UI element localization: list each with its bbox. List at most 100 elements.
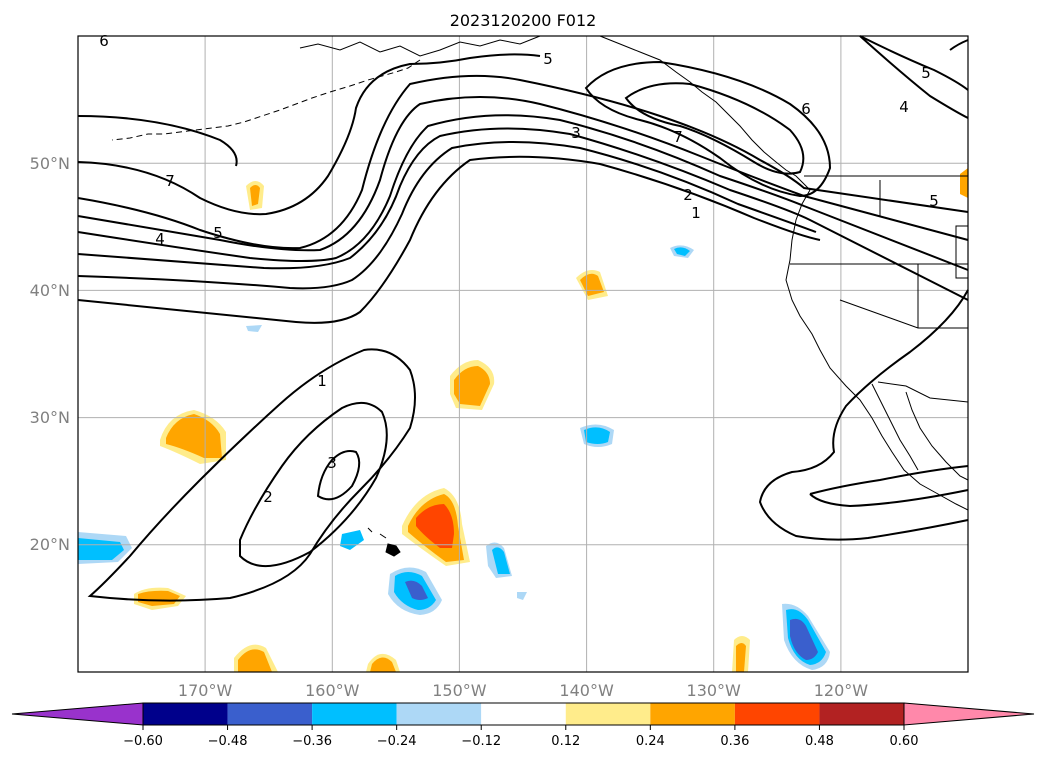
contour-line — [624, 82, 805, 175]
colorbar-cell — [143, 703, 228, 725]
positive-anomaly-blob — [416, 504, 454, 548]
colorbar-tick-label: −0.12 — [461, 734, 501, 749]
colorbar-cell — [312, 703, 397, 725]
colorbar-tick-label: 0.36 — [720, 734, 749, 749]
figure-title: 2023120200 F012 — [450, 11, 597, 30]
colorbar-cell — [227, 703, 313, 725]
latitude-label: 50°N — [30, 154, 70, 173]
map-frame — [77, 35, 969, 673]
negative-anomaly-blob — [78, 538, 124, 560]
contours — [77, 35, 969, 602]
map-background — [78, 36, 968, 672]
positive-anomaly-blob — [454, 366, 490, 406]
negative-anomaly-blob — [790, 618, 818, 660]
contour-label: 5 — [921, 64, 931, 82]
colorbar-ticks — [142, 725, 905, 730]
map-panel: 6 5 6 7 3 2 1 4 5 5 7 4 5 1 2 3 — [77, 32, 969, 673]
contour-line — [77, 155, 821, 324]
contour-line — [316, 450, 361, 501]
contour-label: 2 — [263, 488, 273, 506]
longitude-label: 140°W — [559, 681, 614, 700]
gulf-california — [905, 391, 969, 481]
contour-label: 2 — [683, 186, 693, 204]
contour-line — [859, 35, 969, 119]
colorbar-cell — [650, 703, 735, 725]
longitude-label: 170°W — [178, 681, 233, 700]
colorbar-tick-label: 0.60 — [890, 734, 919, 749]
positive-anomaly-blob — [370, 657, 396, 672]
positive-anomaly-blob — [250, 185, 260, 206]
contour-line — [77, 114, 969, 271]
latitude-label: 40°N — [30, 281, 70, 300]
contour-label: 1 — [691, 204, 701, 222]
contour-label: 6 — [801, 100, 811, 118]
contour-line — [758, 289, 969, 541]
colorbar-extend-high — [903, 702, 1035, 726]
negative-anomaly-blob — [492, 547, 510, 574]
contour-line — [77, 74, 969, 250]
contour-line — [809, 465, 969, 508]
colorbar-cell — [481, 703, 566, 725]
state-border — [790, 180, 968, 329]
colorbar-cell — [819, 703, 904, 725]
colorbar-tick-label: −0.60 — [123, 734, 163, 749]
contour-line — [77, 115, 238, 167]
positive-anomaly-blob — [238, 649, 272, 672]
longitude-labels: 170°W 160°W 150°W 140°W 130°W 120°W — [178, 681, 868, 700]
contour-label: 6 — [99, 32, 109, 50]
alaska-coastline — [299, 35, 541, 57]
colorbar-tick-label: −0.36 — [292, 734, 332, 749]
us-mexico-border — [877, 381, 969, 403]
negative-anomaly-blob — [584, 427, 610, 444]
colorbar-tick-label: −0.24 — [377, 734, 417, 749]
negative-anomaly-blob — [517, 592, 527, 600]
contour-line — [584, 60, 832, 198]
colorbar-cell — [734, 703, 820, 725]
contour-line — [87, 348, 416, 602]
colorbar-cell — [565, 703, 651, 725]
contour-label: 4 — [155, 230, 165, 248]
longitude-label: 130°W — [687, 681, 742, 700]
contour-label: 5 — [929, 192, 939, 210]
contour-line — [77, 53, 541, 216]
contour-label: 1 — [317, 372, 327, 390]
colorbar-cell — [396, 703, 482, 725]
baja-california — [871, 383, 919, 471]
colorbar-tick-label: 0.48 — [805, 734, 834, 749]
west-coast — [785, 189, 969, 511]
contour-labels: 6 5 6 7 3 2 1 4 5 5 7 4 5 1 2 3 — [99, 32, 939, 506]
contour-label: 5 — [543, 50, 553, 68]
colorbar-frame — [142, 702, 905, 726]
contour-label: 5 — [213, 224, 223, 242]
colorbar-labels: −0.60 −0.48 −0.36 −0.24 −0.12 0.12 0.24 0.36 0.4… — [123, 734, 918, 749]
bc-coastline — [599, 35, 811, 191]
latitude-label: 30°N — [30, 408, 70, 427]
colorbar-tick-label: 0.12 — [551, 734, 580, 749]
colorbar-cells — [11, 702, 1035, 726]
contour-line — [77, 141, 817, 290]
positive-anomaly-blob — [166, 414, 222, 458]
longitude-label: 120°W — [814, 681, 869, 700]
colorbar-tick-label: −0.48 — [208, 734, 248, 749]
contour-label: 4 — [899, 98, 909, 116]
contour-line — [77, 96, 969, 252]
colorbar: −0.60 −0.48 −0.36 −0.24 −0.12 0.12 0.24 0.36 0.4… — [11, 702, 1035, 749]
negative-anomaly-blob — [405, 580, 428, 600]
hawaii-islands — [367, 527, 401, 557]
positive-anomaly-blob — [138, 590, 180, 606]
negative-anomaly-blob — [246, 325, 262, 332]
latitude-label: 20°N — [30, 535, 70, 554]
contour-line — [77, 127, 969, 301]
longitude-label: 150°W — [432, 681, 487, 700]
contour-label: 7 — [165, 172, 175, 190]
colorbar-extend-low — [11, 702, 144, 726]
contour-line — [239, 401, 388, 568]
colorbar-tick-label: 0.24 — [636, 734, 665, 749]
longitude-label: 160°W — [305, 681, 360, 700]
latitude-labels: 20°N 30°N 40°N 50°N — [30, 154, 70, 554]
positive-anomaly-blob — [736, 643, 746, 672]
contour-label: 7 — [673, 128, 683, 146]
contour-label: 3 — [327, 454, 337, 472]
negative-anomaly-blob — [674, 247, 690, 256]
